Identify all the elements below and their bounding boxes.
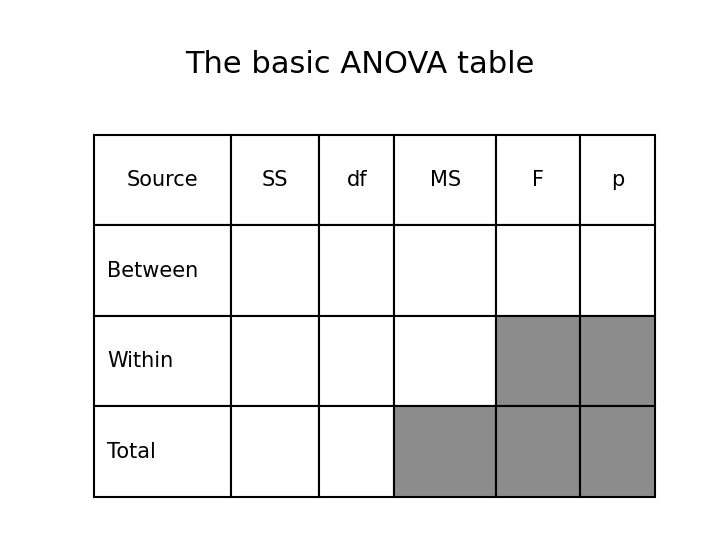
Bar — [580, 226, 655, 316]
Bar — [395, 407, 496, 497]
Bar — [319, 316, 395, 407]
Text: df: df — [346, 170, 367, 190]
Bar — [395, 226, 496, 316]
Bar — [395, 316, 496, 407]
Bar — [94, 135, 230, 226]
Bar — [230, 226, 319, 316]
Bar — [319, 226, 395, 316]
Bar — [94, 407, 230, 497]
Text: p: p — [611, 170, 624, 190]
Text: The basic ANOVA table: The basic ANOVA table — [185, 50, 535, 79]
Bar — [496, 316, 580, 407]
Bar — [319, 135, 395, 226]
Text: Between: Between — [107, 261, 199, 281]
Bar — [580, 135, 655, 226]
Text: SS: SS — [261, 170, 288, 190]
Bar — [94, 316, 230, 407]
Bar — [230, 316, 319, 407]
Bar — [94, 226, 230, 316]
Bar — [319, 407, 395, 497]
Text: F: F — [532, 170, 544, 190]
Bar — [230, 135, 319, 226]
Text: Source: Source — [126, 170, 198, 190]
Bar — [496, 135, 580, 226]
Bar — [496, 407, 580, 497]
Text: Within: Within — [107, 351, 174, 371]
Text: MS: MS — [430, 170, 461, 190]
Text: Total: Total — [107, 442, 156, 462]
Bar — [395, 135, 496, 226]
Bar — [580, 316, 655, 407]
Bar — [580, 407, 655, 497]
Bar — [230, 407, 319, 497]
Bar — [496, 226, 580, 316]
